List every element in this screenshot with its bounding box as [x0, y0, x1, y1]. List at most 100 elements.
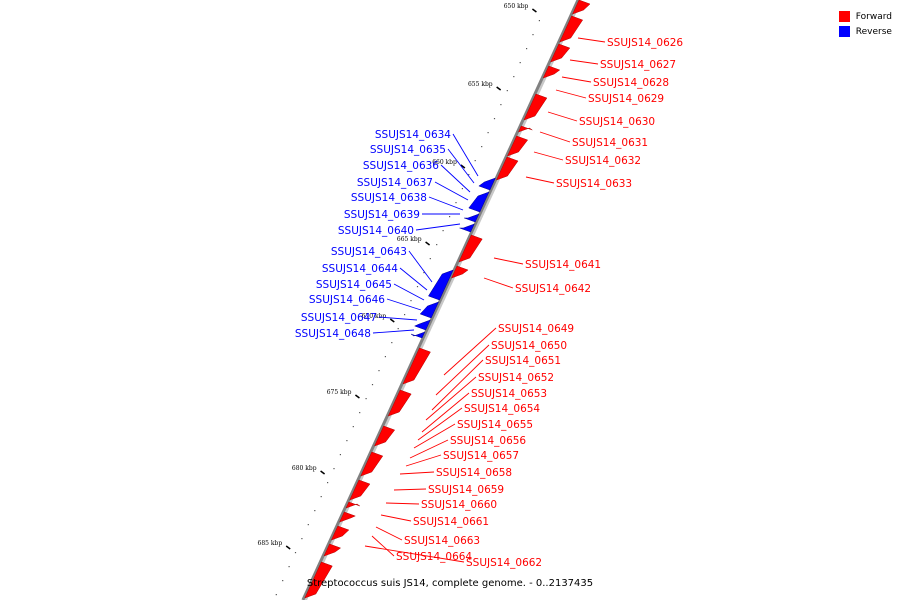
- gene-leader-line: [372, 329, 415, 334]
- gene-label: SSUJS14_0651: [485, 355, 561, 367]
- gene-leader-line: [413, 423, 456, 449]
- axis-dot: [474, 160, 476, 162]
- gene-label: SSUJS14_0658: [436, 467, 512, 479]
- genome-caption: Streptococcus suis JS14, complete genome…: [306, 578, 594, 589]
- scale-tick-label: 680 kbp: [292, 465, 317, 472]
- scale-tick: [285, 545, 291, 550]
- axis-dot: [301, 538, 303, 540]
- axis-dot: [493, 118, 496, 120]
- axis-dot: [404, 314, 406, 316]
- gene-label: SSUJS14_0660: [421, 499, 497, 511]
- axis-dot: [307, 524, 309, 526]
- axis-dot: [384, 356, 386, 358]
- legend-label-forward: Forward: [855, 11, 892, 22]
- gene-label: SSUJS14_0626: [607, 37, 683, 49]
- gene-leader-line: [415, 223, 461, 231]
- gene-label: SSUJS14_0643: [331, 246, 407, 258]
- gene-leader-line: [483, 277, 514, 289]
- gene-leader-line: [555, 89, 587, 99]
- gene-leader-line: [386, 298, 422, 311]
- scale-tick: [531, 8, 537, 13]
- gene-label: SSUJS14_0646: [309, 294, 385, 306]
- forward-gene-block: [330, 525, 350, 541]
- gene-label: SSUJS14_0642: [515, 283, 591, 295]
- gene-label: SSUJS14_0641: [525, 259, 601, 271]
- gene-label: SSUJS14_0633: [556, 178, 632, 190]
- gene-leader-line: [447, 148, 475, 184]
- axis-dot: [352, 426, 354, 428]
- forward-gene-block: [304, 561, 333, 599]
- genome-axis: [301, 0, 580, 600]
- axis-dot: [314, 510, 316, 512]
- axis-dot: [410, 300, 412, 302]
- legend-label-reverse: Reverse: [855, 26, 892, 37]
- gene-leader-line: [547, 111, 578, 122]
- gene-leader-line: [385, 502, 420, 505]
- forward-gene-block: [523, 93, 548, 121]
- reverse-gene-block: [459, 223, 475, 233]
- gene-label: SSUJS14_0629: [588, 93, 664, 105]
- gene-label: SSUJS14_0656: [450, 435, 526, 447]
- gene-label: SSUJS14_0652: [478, 372, 554, 384]
- gene-leader-line: [577, 37, 606, 43]
- gene-label: SSUJS14_0627: [600, 59, 676, 71]
- gene-leader-line: [431, 359, 484, 411]
- forward-gene-block: [345, 501, 360, 509]
- forward-gene-block: [402, 347, 431, 385]
- scale-tick-label: 670 kbp: [362, 313, 387, 320]
- scale-tick-label: 665 kbp: [397, 236, 422, 243]
- axis-dot: [500, 104, 502, 106]
- scale-tick: [320, 470, 326, 475]
- gene-label: SSUJS14_0649: [498, 323, 574, 335]
- forward-gene-block: [458, 234, 483, 263]
- gene-leader-line: [375, 526, 403, 541]
- reverse-gene-block: [414, 319, 431, 331]
- axis-dot: [320, 496, 322, 498]
- axis-dot: [423, 272, 425, 274]
- axis-dot: [365, 398, 367, 400]
- gene-label: SSUJS14_0661: [413, 516, 489, 528]
- axis-dot: [506, 90, 508, 92]
- axis-dot: [359, 412, 361, 414]
- gene-label: SSUJS14_0655: [457, 419, 533, 431]
- scale-tick: [496, 86, 502, 91]
- reverse-gene-block: [478, 177, 496, 191]
- gene-leader-line: [421, 392, 470, 433]
- axis-dot: [538, 20, 540, 22]
- gene-label: SSUJS14_0640: [338, 225, 414, 237]
- gene-leader-line: [434, 181, 469, 201]
- gene-leader-line: [393, 488, 427, 491]
- gene-label: SSUJS14_0631: [572, 137, 648, 149]
- gene-label: SSUJS14_0650: [491, 340, 567, 352]
- gene-label: SSUJS14_0653: [471, 388, 547, 400]
- gene-label: SSUJS14_0636: [363, 160, 439, 172]
- axis-dot: [526, 48, 528, 50]
- gene-leader-line: [533, 151, 564, 161]
- axis-dot: [378, 370, 380, 372]
- gene-leader-line: [364, 545, 465, 563]
- axis-dot: [513, 76, 515, 78]
- gene-label: SSUJS14_0663: [404, 535, 480, 547]
- scale-tick: [354, 394, 360, 399]
- gene-leader-line: [425, 376, 477, 421]
- gene-label: SSUJS14_0634: [375, 129, 451, 141]
- scale-tick: [425, 241, 431, 246]
- axis-dot: [275, 594, 277, 596]
- gene-label: SSUJS14_0632: [565, 155, 641, 167]
- forward-gene-block: [451, 265, 469, 279]
- gene-leader-line: [493, 257, 524, 265]
- gene-leader-line: [561, 76, 592, 83]
- axis-dot: [519, 62, 521, 64]
- axis-dot: [532, 34, 534, 36]
- gene-leader-line: [435, 344, 490, 396]
- gene-leader-line: [405, 454, 442, 467]
- reverse-gene-block: [428, 269, 454, 301]
- gene-label: SSUJS14_0630: [579, 116, 655, 128]
- reverse-gene-block: [410, 331, 426, 339]
- gene-label: SSUJS14_0635: [370, 144, 446, 156]
- axis-dot: [481, 146, 483, 148]
- gene-label: SSUJS14_0648: [295, 328, 371, 340]
- gene-leader-line: [378, 316, 418, 321]
- forward-gene-block: [506, 135, 529, 157]
